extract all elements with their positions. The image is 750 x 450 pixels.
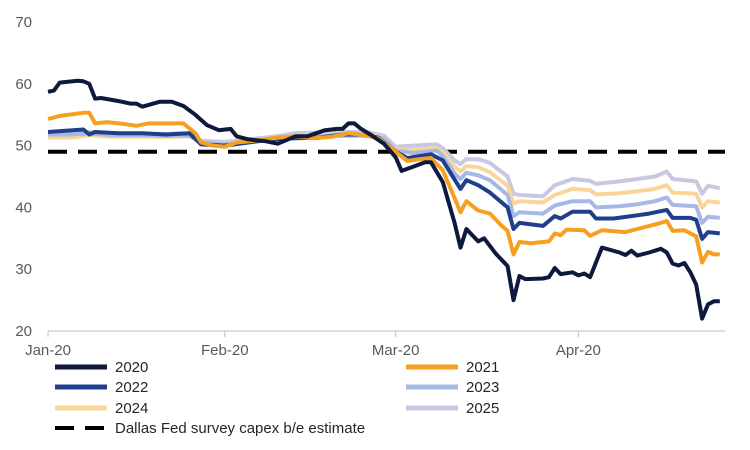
- legend-label-2021: 2021: [466, 359, 499, 376]
- series-line-2021: [47, 110, 720, 265]
- legend-label-2020: 2020: [115, 359, 148, 376]
- x-tick-label: Apr-20: [556, 342, 601, 359]
- x-tick-label: Jan-20: [25, 342, 71, 359]
- y-tick-label: 40: [15, 199, 32, 216]
- legend-label-2022: 2022: [115, 379, 148, 396]
- y-tick-label: 50: [15, 138, 32, 155]
- y-tick-label: 30: [15, 261, 32, 278]
- legend-label-2024: 2024: [115, 400, 148, 417]
- x-tick-label: Mar-20: [372, 342, 420, 359]
- legend-label-reference: Dallas Fed survey capex b/e estimate: [115, 420, 365, 437]
- y-tick-label: 20: [15, 323, 32, 340]
- y-axis-ticks: 20 30 40 50 60 70: [15, 14, 32, 340]
- series-line-2020: [47, 78, 720, 321]
- x-tick-label: Feb-20: [201, 342, 249, 359]
- series-line-2022: [47, 127, 721, 241]
- legend-label-2025: 2025: [466, 400, 499, 417]
- y-tick-label: 70: [15, 14, 32, 31]
- x-axis-ticks: Jan-20 Feb-20 Mar-20 Apr-20: [25, 331, 601, 359]
- y-tick-label: 60: [15, 76, 32, 93]
- series-layer: [47, 78, 721, 321]
- legend: 2020 2021 2022 2023 2024 2025 Dallas Fed surve…: [55, 359, 499, 437]
- legend-label-2023: 2023: [466, 379, 499, 396]
